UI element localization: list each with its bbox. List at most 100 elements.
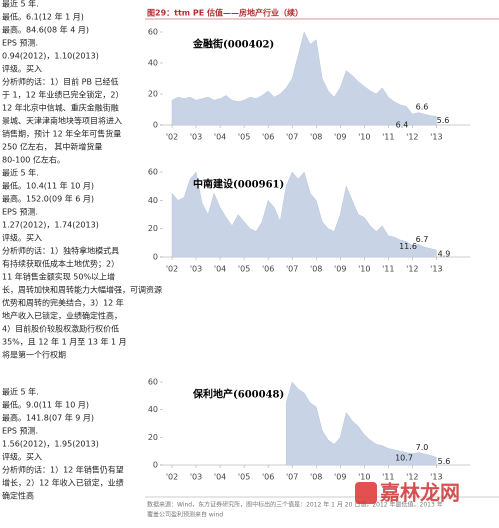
body-text: 0.94(2012)，1.10(2013)	[2, 52, 99, 61]
y-tick-label: 60	[148, 168, 158, 177]
body-text: 1.56(2012)，1.95(2013)	[2, 440, 99, 449]
x-tick-label: '08	[310, 265, 322, 274]
body-text: 长，周转加快和周转能力大幅增强，可调资源	[2, 285, 162, 295]
y-tick-label: 60	[148, 28, 158, 37]
x-tick-label: '10	[358, 133, 370, 142]
source: 数据来源：Wind，东方证券研究所，图中标出的三个值是：2012 年 1 月 2…	[147, 501, 443, 509]
x-tick-label: '12	[406, 133, 418, 142]
body-text: 销售期，预计 12 年全年可售货量	[2, 129, 121, 139]
annotation: 10.7	[395, 454, 413, 463]
body-text: 最近 5 年.	[2, 387, 39, 397]
y-tick-label: 40	[148, 59, 158, 68]
area	[285, 381, 437, 466]
body-text: 优势和周转的完美结合，3）12 年	[2, 298, 124, 308]
x-tick-label: '07	[286, 265, 298, 274]
body-text: 评级。买入	[2, 452, 42, 462]
annotation: 6.4	[396, 121, 409, 130]
chart-title: 保利地产(600048)	[192, 388, 284, 401]
body-text: 最低。9.0(11 年 10 月)	[2, 400, 89, 410]
x-tick-label: '11	[382, 133, 394, 142]
x-tick-label: '11	[382, 473, 394, 482]
y-tick-label: 0	[153, 121, 158, 130]
body-text: 确定性高	[2, 491, 34, 501]
figure-title: 图29：ttm PE 估值——房地产行业（续）	[147, 8, 303, 18]
x-tick-label: '09	[334, 473, 346, 482]
y-tick-label: 0	[153, 253, 158, 262]
body-text: 最高。84.6(08 年 4 月)	[2, 25, 89, 35]
y-tick-label: 0	[153, 461, 158, 470]
x-tick-label: '06	[262, 473, 274, 482]
chart-title: 中南建设(000961)	[193, 178, 284, 191]
chart-title: 金融街(000402)	[192, 38, 274, 51]
body-text: 最低。6.1(12 年 1 月)	[2, 12, 84, 22]
body-text: 评级。买入	[2, 233, 42, 243]
x-tick-label: '13	[430, 473, 442, 482]
body-text: 最低。10.4(11 年 10 月)	[2, 181, 94, 191]
annotation: 6.6	[416, 102, 429, 111]
body-text: 4）目前股价较股权激励行权价低	[2, 324, 119, 334]
body-text: 于 1，12 年业绩已完全锁定，2）	[2, 90, 123, 100]
x-tick-label: '06	[262, 133, 274, 142]
annotation: 4.9	[438, 250, 451, 259]
body-text: 分析师的话：1）独特拿地模式具	[2, 246, 119, 256]
x-tick-label: '05	[238, 265, 250, 274]
body-text: 最高。152.0(09 年 6 月)	[2, 194, 94, 204]
body-text: 250 亿左右， 其中新增货量	[2, 142, 102, 152]
area	[171, 31, 437, 126]
body-text: 增长，2）12 年收入已锁定，业绩	[2, 478, 124, 488]
body-text: 11 年销售金额实现 50%以上增	[2, 272, 115, 282]
body-text: 35%，且 12 年 1 月至 13 年 1 月	[2, 337, 127, 347]
annotation: 5.6	[438, 457, 451, 466]
body-text: 最近 5 年.	[2, 0, 39, 9]
y-tick-label: 20	[148, 224, 158, 233]
body-text: 12 年北京中信城、重庆金融街融	[2, 103, 119, 113]
x-tick-label: '05	[238, 473, 250, 482]
annotation: 5.6	[437, 116, 450, 125]
body-text: EPS 预测.	[2, 426, 38, 436]
area	[171, 171, 437, 258]
y-tick-label: 20	[148, 90, 158, 99]
y-tick-label: 40	[148, 405, 158, 414]
body-text: 分析师的话：1）12 年销售仍有望	[2, 465, 124, 475]
x-tick-label: '04	[214, 473, 226, 482]
body-text: 最近 5 年.	[2, 168, 39, 178]
x-tick-label: '08	[310, 133, 322, 142]
x-tick-label: '13	[430, 133, 442, 142]
body-text: 有持续获取低成本土地优势；2）	[2, 259, 119, 269]
x-tick-label: '04	[214, 133, 226, 142]
x-tick-label: '02	[166, 265, 178, 274]
x-tick-label: '12	[406, 265, 418, 274]
x-tick-label: '10	[358, 265, 370, 274]
y-tick-label: 40	[148, 196, 158, 205]
x-tick-label: '07	[286, 133, 298, 142]
body-text: EPS 预测.	[2, 207, 38, 217]
x-tick-label: '02	[166, 133, 178, 142]
x-tick-label: '06	[262, 265, 274, 274]
y-tick-label: 60	[148, 378, 158, 387]
x-tick-label: '03	[190, 133, 202, 142]
body-text: 将是第一个行权期	[2, 350, 66, 360]
x-tick-label: '05	[238, 133, 250, 142]
x-tick-label: '07	[286, 473, 298, 482]
x-tick-label: '09	[334, 133, 346, 142]
body-text: EPS 预测.	[2, 38, 38, 48]
body-text: 1.27(2012)，1.74(2013)	[2, 221, 99, 230]
y-tick-label: 20	[148, 433, 158, 442]
x-tick-label: '02	[166, 473, 178, 482]
body-text: 分析师的话：1）目前 PB 已经低	[2, 77, 119, 87]
body-text: 80-100 亿左右。	[2, 155, 65, 165]
body-text: 地产收入已锁定，业绩确定性高，	[2, 311, 122, 321]
body-text: 评级。买入	[2, 64, 42, 74]
x-tick-label: '10	[358, 473, 370, 482]
x-tick-label: '13	[430, 265, 442, 274]
body-text: 最高。141.8(07 年 9 月)	[2, 413, 94, 423]
x-tick-label: '03	[190, 473, 202, 482]
watermark: 嘉林龙网	[379, 481, 460, 505]
annotation: 6.7	[416, 235, 429, 244]
x-tick-label: '04	[214, 265, 226, 274]
source: 覆盖公司盈利预测来自 wind	[147, 511, 223, 519]
annotation: 7.0	[416, 443, 429, 452]
annotation: 11.6	[399, 242, 417, 251]
x-tick-label: '09	[334, 265, 346, 274]
